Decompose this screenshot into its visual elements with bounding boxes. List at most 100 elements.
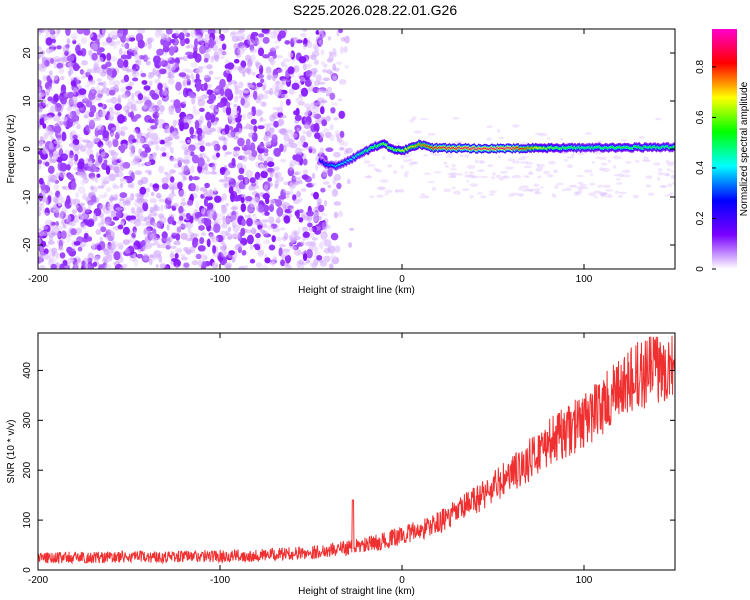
noise-speck [576,175,585,177]
noise-speck [199,115,204,124]
noise-speck [83,96,88,102]
noise-speck [46,75,51,83]
noise-speck [295,97,304,104]
noise-speck [244,176,249,185]
noise-speck [90,185,95,191]
noise-speck [180,232,188,240]
noise-speck [311,182,317,187]
noise-speck [302,130,307,135]
noise-speck [517,157,526,161]
noise-speck [486,137,492,141]
noise-speck [49,175,58,183]
noise-speck [82,144,87,150]
noise-speck [326,69,333,74]
noise-speck [46,87,50,96]
noise-speck [201,254,207,262]
noise-speck [141,163,145,167]
noise-speck [498,136,505,139]
noise-speck [142,201,149,212]
noise-speck [253,243,260,249]
noise-speck [280,158,287,163]
noise-speck [145,216,152,220]
noise-speck [469,176,476,179]
noise-speck [224,170,231,175]
noise-speck [194,38,198,48]
noise-speck [305,146,311,150]
noise-speck [278,176,284,182]
noise-speck [186,81,191,86]
noise-speck [593,190,602,194]
noise-speck [182,116,188,124]
noise-speck [147,41,152,50]
noise-speck [600,194,607,198]
colorbar-tick-label: 0.8 [695,60,706,74]
noise-speck [160,146,167,152]
noise-speck [67,91,74,99]
noise-speck [204,182,210,189]
noise-speck [580,186,589,190]
noise-speck [295,209,300,219]
noise-speck [280,100,284,108]
noise-speck [316,97,325,103]
noise-speck [168,145,172,150]
noise-speck [283,133,290,142]
noise-speck [604,195,614,198]
noise-speck [298,217,304,223]
noise-speck [45,37,53,46]
noise-speck [221,131,226,138]
noise-speck [271,74,279,79]
noise-speck [114,103,122,111]
noise-speck [95,111,101,120]
noise-speck [511,175,515,179]
noise-speck [245,122,249,128]
noise-speck [38,140,43,147]
noise-speck [317,216,322,221]
noise-speck [240,97,245,106]
noise-speck [528,170,533,175]
noise-speck [117,114,125,124]
noise-speck [282,58,291,62]
noise-speck [108,89,116,96]
noise-speck [203,171,212,175]
noise-speck [105,187,112,193]
noise-speck [216,102,225,108]
noise-speck [306,248,313,259]
noise-speck [122,226,130,235]
snr-x-tick-label: -100 [210,575,230,586]
noise-speck [225,203,230,207]
noise-speck [95,229,102,235]
noise-speck [228,250,235,256]
noise-speck [93,60,99,66]
noise-speck [258,33,265,38]
noise-speck [141,80,148,85]
noise-speck [47,29,52,32]
noise-speck [589,173,594,176]
noise-speck [208,93,217,102]
noise-speck [664,194,673,197]
noise-speck [67,70,74,75]
noise-speck [50,75,59,81]
noise-speck [219,51,226,55]
noise-speck [293,198,300,205]
noise-speck [38,264,46,269]
noise-speck [312,214,319,223]
noise-speck [175,233,181,241]
noise-speck [508,193,515,197]
noise-speck [306,37,311,41]
noise-speck [146,161,152,166]
noise-speck [274,236,283,242]
noise-speck [398,188,405,193]
noise-speck [175,264,179,269]
noise-speck [106,52,112,61]
noise-speck [444,165,450,168]
noise-speck [224,88,233,98]
noise-speck [288,264,292,269]
noise-speck [666,168,672,171]
noise-speck [175,81,182,92]
noise-speck [222,29,229,34]
noise-speck [256,39,261,46]
noise-speck [276,83,284,91]
noise-speck [632,194,639,199]
noise-speck [235,186,240,194]
noise-speck [224,262,232,269]
